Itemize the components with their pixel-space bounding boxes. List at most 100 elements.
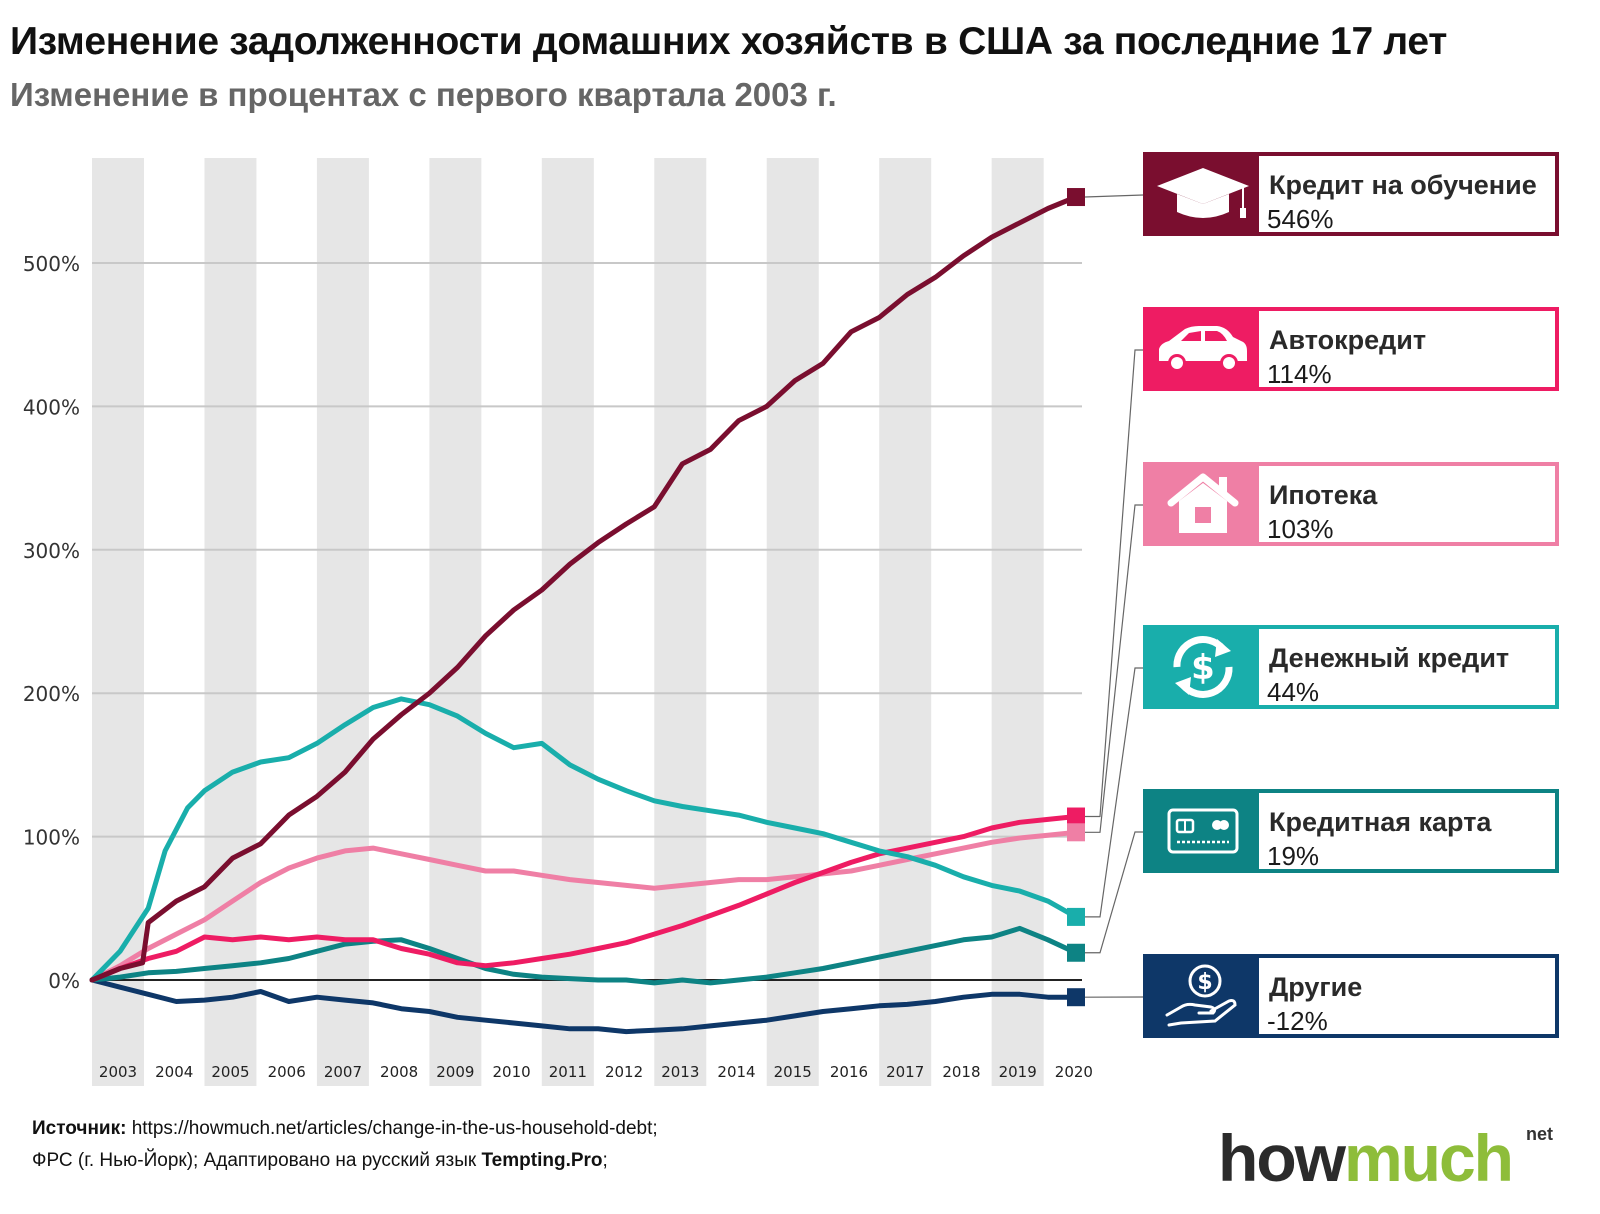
x-tick-label: 2012 [605, 1063, 643, 1081]
graduation-cap-icon [1157, 168, 1249, 218]
y-tick-label: 400% [23, 395, 80, 419]
howmuch-logo: howmuch net [1218, 1120, 1553, 1196]
car-icon [1159, 326, 1247, 372]
year-band [991, 158, 1044, 1086]
y-tick-label: 200% [23, 682, 80, 706]
legend-value: 44% [1267, 677, 1320, 707]
svg-text:$: $ [1197, 970, 1212, 995]
source-brand: Tempting.Pro [481, 1150, 603, 1171]
series-line-other [89, 977, 1079, 1035]
leader-line-credit_card [1085, 831, 1143, 954]
y-tick-label: 300% [23, 539, 80, 563]
source-credit: ФРС (г. Нью-Йорк); Адаптировано на русск… [32, 1150, 482, 1171]
x-tick-label: 2020 [1055, 1063, 1093, 1081]
source-label: Источник: [32, 1118, 127, 1139]
chart-title: Изменение задолженности домашних хозяйст… [10, 20, 1448, 63]
legend-name: Ипотека [1269, 480, 1378, 510]
x-axis-year-labels: 2003 2004 2005 2006 2007 2008 2009 2010 2011 2012… [99, 1063, 1093, 1081]
legend-icon-box: $ [1147, 629, 1259, 705]
leader-line-auto [1085, 349, 1143, 818]
leader-line-student [1084, 194, 1144, 198]
series-line-personal [89, 696, 1079, 983]
x-tick-label: 2014 [717, 1063, 755, 1081]
legend-value: 546% [1267, 204, 1334, 234]
year-band [766, 158, 819, 1086]
year-band [654, 158, 707, 1086]
x-tick-label: 2006 [268, 1063, 306, 1081]
end-marker-credit_card [1067, 943, 1085, 962]
logo-much: much [1343, 1121, 1514, 1195]
year-band [92, 158, 144, 1086]
y-tick-label: 500% [23, 252, 80, 276]
legend-icon-box [1147, 156, 1259, 232]
legend-icon-box [1147, 793, 1259, 869]
series-line-credit_card [89, 925, 1079, 986]
legend-card-student: Кредит на обучение 546% [1143, 152, 1559, 236]
x-tick-label: 2005 [211, 1063, 249, 1081]
legend-card-personal: $ Денежный кредит 44% [1143, 625, 1559, 709]
source-line-1: Источник: https://howmuch.net/articles/c… [32, 1118, 658, 1140]
y-axis-ticks: 0% 100% 200% 300% 400% 500% [23, 252, 80, 993]
year-band [204, 158, 257, 1086]
legend-name: Другие [1269, 972, 1363, 1002]
source-line-2: ФРС (г. Нью-Йорк); Адаптировано на русск… [32, 1150, 608, 1172]
x-tick-label: 2009 [436, 1063, 474, 1081]
leader-line-mortgage [1085, 504, 1143, 833]
end-marker-mortgage [1067, 823, 1085, 842]
year-band [541, 158, 594, 1086]
year-band [316, 158, 369, 1086]
legend-value: 103% [1267, 514, 1334, 544]
x-tick-label: 2004 [155, 1063, 193, 1081]
end-marker-personal [1067, 907, 1085, 926]
x-tick-label: 2013 [661, 1063, 699, 1081]
year-band [429, 158, 482, 1086]
legend-name: Кредитная карта [1269, 807, 1492, 837]
series-line-auto [89, 814, 1079, 983]
leader-line-personal [1085, 667, 1143, 918]
legend-value: 19% [1267, 841, 1320, 871]
legend-name: Кредит на обучение [1269, 170, 1537, 200]
source-url[interactable]: https://howmuch.net/articles/change-in-t… [126, 1118, 658, 1139]
end-marker-other [1067, 988, 1085, 1007]
legend-card-other: $ Другие -12% [1143, 954, 1559, 1038]
house-icon [1167, 473, 1239, 533]
svg-text:$: $ [1191, 648, 1215, 688]
x-tick-label: 2019 [999, 1063, 1037, 1081]
legend-card-auto: Автокредит 114% [1143, 307, 1559, 391]
legend-card-mortgage: Ипотека 103% [1143, 462, 1559, 546]
series-line-student [89, 194, 1079, 983]
y-tick-label: 0% [48, 969, 80, 993]
legend-card-credit-card: Кредитная карта 19% [1143, 789, 1559, 873]
end-marker-auto [1067, 807, 1085, 826]
legend-value: 114% [1267, 359, 1332, 389]
hand-coin-icon: $ [1165, 964, 1237, 1027]
legend-name: Денежный кредит [1269, 643, 1510, 673]
x-tick-label: 2016 [830, 1063, 868, 1081]
series-lines [89, 194, 1079, 1035]
x-tick-label: 2015 [774, 1063, 812, 1081]
x-tick-label: 2007 [324, 1063, 362, 1081]
logo-net: net [1526, 1124, 1553, 1144]
x-tick-label: 2010 [493, 1063, 531, 1081]
chart-subtitle: Изменение в процентах с первого квартала… [10, 76, 837, 113]
legend-value: -12% [1267, 1006, 1328, 1036]
x-tick-label: 2008 [380, 1063, 418, 1081]
x-tick-label: 2017 [886, 1063, 924, 1081]
logo-how: how [1218, 1121, 1346, 1195]
series-end-markers [1067, 188, 1085, 1007]
credit-card-icon [1167, 808, 1239, 854]
x-tick-label: 2011 [549, 1063, 587, 1081]
money-exchange-icon: $ [1173, 636, 1233, 698]
x-tick-label: 2018 [942, 1063, 980, 1081]
legend-name: Автокредит [1269, 325, 1427, 355]
end-marker-student [1067, 188, 1085, 207]
legend-icon-box [1147, 466, 1259, 542]
x-tick-label: 2003 [99, 1063, 137, 1081]
y-tick-label: 100% [23, 826, 80, 850]
year-bands [92, 158, 1044, 1086]
legend-icon-box [1147, 311, 1259, 387]
legend-icon-box: $ [1147, 958, 1259, 1034]
leader-lines [1084, 194, 1144, 998]
source-suffix: ; [602, 1150, 608, 1171]
